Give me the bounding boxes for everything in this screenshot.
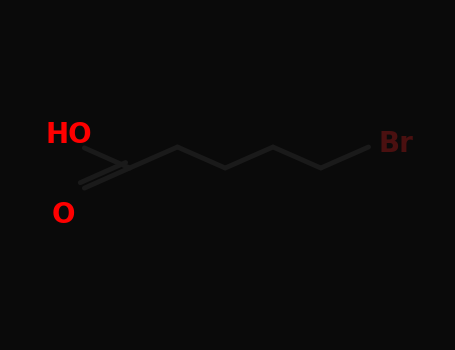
Text: O: O [52,201,76,229]
Text: Br: Br [379,130,414,158]
Text: HO: HO [46,121,92,149]
